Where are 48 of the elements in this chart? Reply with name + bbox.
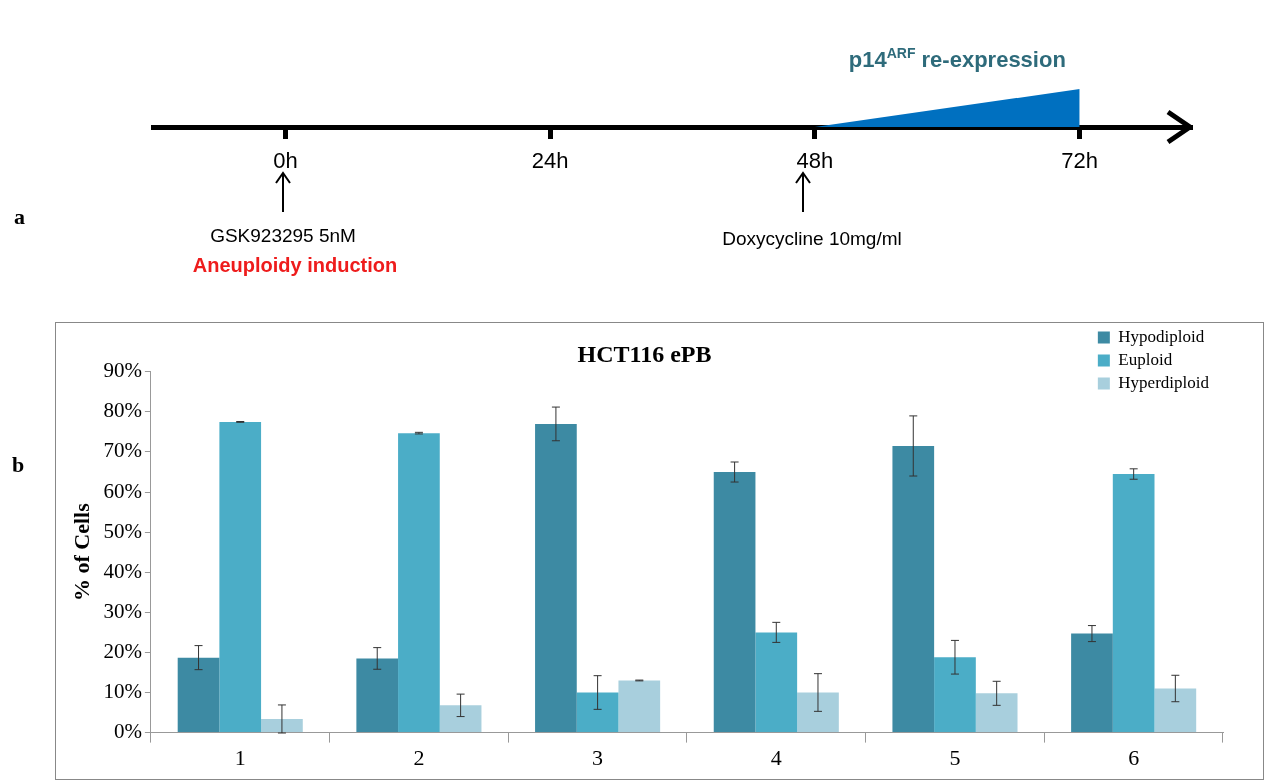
bar — [177, 657, 220, 733]
bar — [618, 680, 661, 733]
bar — [1112, 474, 1155, 733]
bar — [713, 472, 756, 733]
x-tick-label: 4 — [770, 744, 782, 770]
y-tick-label: 10% — [103, 679, 142, 704]
bar — [261, 718, 303, 733]
y-tick-label: 70% — [103, 438, 142, 463]
y-axis-title: % of Cells — [68, 502, 94, 602]
x-tick-label: 5 — [949, 744, 961, 770]
bar — [797, 692, 839, 733]
legend-label: Euploid — [1118, 349, 1173, 369]
legend-label: Hypodiploid — [1118, 326, 1205, 346]
text: Aneuploidy induction — [192, 253, 398, 276]
y-tick-label: 0% — [113, 719, 142, 744]
legend-label: Hyperdiploid — [1118, 372, 1210, 392]
bar — [892, 445, 935, 733]
x-tick-label: 3 — [592, 744, 604, 770]
x-tick-label: 1 — [234, 744, 246, 770]
bar — [535, 423, 577, 733]
x-tick-label: 24h — [531, 148, 569, 174]
bar — [1071, 633, 1113, 733]
chart-title: HCT116 ePB — [577, 340, 712, 367]
text: b — [12, 452, 25, 478]
y-tick-label: 60% — [103, 478, 142, 503]
bar — [356, 658, 399, 733]
bar — [439, 705, 482, 733]
bar — [398, 433, 440, 733]
x-tick-label: 48h — [796, 148, 834, 174]
bar — [934, 657, 976, 733]
bar — [219, 421, 262, 733]
y-tick-label: 40% — [103, 558, 142, 583]
y-tick-label: 20% — [103, 638, 142, 663]
text: Doxycycline 10mg/ml — [722, 228, 902, 250]
y-tick-label: 90% — [103, 358, 142, 383]
bar — [1154, 688, 1197, 733]
x-tick-label: 2 — [413, 744, 425, 770]
bar — [576, 692, 619, 733]
text: GSK923295 5nM — [210, 225, 356, 247]
x-tick-label: 72h — [1061, 148, 1099, 174]
x-tick-label: 6 — [1128, 744, 1140, 770]
text: a — [14, 203, 25, 229]
y-tick-label: 30% — [103, 598, 142, 623]
bar — [975, 693, 1018, 733]
y-tick-label: 50% — [103, 518, 142, 543]
y-tick-label: 80% — [103, 398, 142, 423]
x-tick-label: 0h — [273, 148, 298, 174]
bar — [755, 632, 798, 733]
